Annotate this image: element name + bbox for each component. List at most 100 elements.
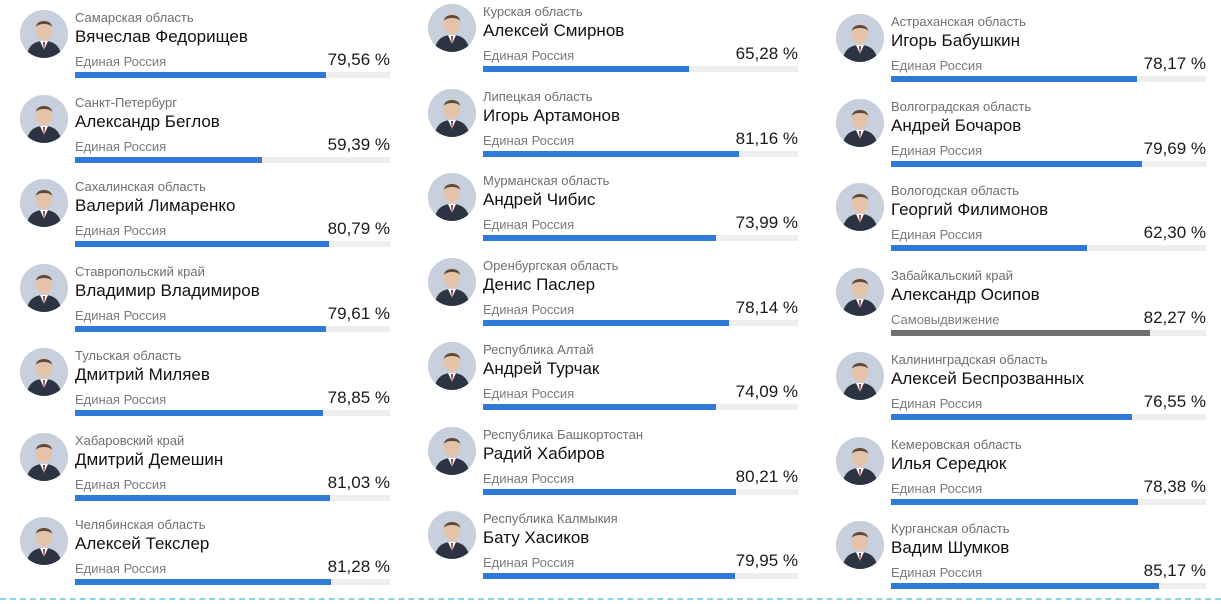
candidate-name: Георгий Филимонов <box>891 200 1049 219</box>
percent-label: 81,03 % <box>327 472 390 492</box>
result-bar <box>75 156 263 163</box>
party-label: Единая Россия <box>75 392 167 407</box>
result-bar <box>891 498 1138 505</box>
candidate-photo <box>836 14 884 62</box>
candidate-card: Оренбургская область Денис Паслер Единая Р… <box>428 256 798 341</box>
region-label: Калининградская область <box>891 352 1048 367</box>
candidate-name: Вячеслав Федорищев <box>75 27 248 46</box>
bar-track <box>75 494 390 501</box>
candidate-photo <box>428 511 476 559</box>
candidate-photo <box>428 257 476 306</box>
party-label: Единая Россия <box>483 555 575 570</box>
percent-label: 74,09 % <box>735 382 798 401</box>
party-label: Единая Россия <box>75 476 167 492</box>
candidate-photo <box>428 88 476 137</box>
candidate-photo <box>20 10 68 58</box>
candidate-name: Игорь Бабушкин <box>891 31 1020 50</box>
region-label: Волгоградская область <box>891 98 1032 114</box>
candidate-photo <box>428 342 476 390</box>
party-label: Единая Россия <box>75 223 167 238</box>
candidate-photo <box>836 521 884 569</box>
result-bar <box>483 150 739 157</box>
party-label: Единая Россия <box>891 396 983 411</box>
candidate-name: Денис Паслер <box>483 274 596 294</box>
candidate-name: Александр Осипов <box>891 284 1040 304</box>
bar-track <box>483 150 798 157</box>
region-label: Сахалинская область <box>75 179 206 194</box>
candidate-photo <box>836 183 884 231</box>
region-label: Кемеровская область <box>891 436 1022 452</box>
candidate-card: Самарская область Вячеслав Федорищев Едина… <box>20 8 390 93</box>
column-1: Курская область Алексей Смирнов Единая Рос… <box>428 2 798 594</box>
candidate-card: Тульская область Дмитрий Миляев Единая Рос… <box>20 346 390 431</box>
percent-label: 79,56 % <box>327 50 390 69</box>
candidate-card: Санкт-Петербург Александр Беглов Единая Ро… <box>20 93 390 178</box>
candidate-card: Кемеровская область Илья Середюк Единая Ро… <box>836 435 1206 520</box>
bar-track <box>75 410 390 416</box>
candidate-name: Алексей Смирнов <box>483 21 625 40</box>
candidate-name: Александр Беглов <box>75 111 220 131</box>
party-label: Единая Россия <box>483 217 575 232</box>
candidate-name: Алексей Беспрозванных <box>891 369 1085 388</box>
region-label: Астраханская область <box>891 14 1026 29</box>
percent-label: 78,14 % <box>735 297 798 317</box>
party-label: Единая Россия <box>891 142 983 158</box>
party-label: Единая Россия <box>483 301 575 317</box>
bar-track <box>75 325 390 332</box>
candidate-photo <box>428 173 476 221</box>
candidate-name: Игорь Артамонов <box>483 105 621 125</box>
result-bar <box>891 414 1133 420</box>
result-bar <box>891 245 1088 251</box>
percent-label: 80,79 % <box>327 219 390 238</box>
candidate-card: Мурманская область Андрей Чибис Единая Рос… <box>428 171 798 256</box>
candidate-photo <box>836 352 884 400</box>
result-bar <box>75 72 326 78</box>
candidate-card: Курская область Алексей Смирнов Единая Рос… <box>428 2 798 87</box>
candidate-photo <box>836 98 884 147</box>
candidate-photo <box>20 94 68 143</box>
region-label: Мурманская область <box>483 173 610 188</box>
candidate-photo <box>20 517 68 565</box>
candidate-card: Республика Калмыкия Бату Хасиков Единая Ро… <box>428 509 798 594</box>
candidate-card: Астраханская область Игорь Бабушкин Единая… <box>836 12 1206 97</box>
bar-track <box>891 329 1206 336</box>
candidate-name: Андрей Чибис <box>483 190 596 209</box>
result-bar <box>891 583 1160 589</box>
party-label: Единая Россия <box>483 48 575 63</box>
bar-track <box>891 76 1206 82</box>
region-label: Челябинская область <box>75 517 206 532</box>
result-bar <box>891 76 1138 82</box>
bar-track <box>891 160 1206 167</box>
result-bar <box>483 235 717 241</box>
region-label: Санкт-Петербург <box>75 94 177 110</box>
party-label: Единая Россия <box>75 307 167 323</box>
result-bar <box>483 319 730 326</box>
candidate-name: Радий Хабиров <box>483 443 605 463</box>
region-label: Забайкальский край <box>891 267 1014 283</box>
percent-label: 79,95 % <box>735 551 798 570</box>
percent-label: 73,99 % <box>735 213 798 232</box>
percent-label: 78,85 % <box>327 388 390 407</box>
result-bar <box>75 579 332 585</box>
candidate-photo <box>428 426 476 475</box>
bar-track <box>483 573 798 579</box>
bar-track <box>75 72 390 78</box>
bar-track <box>75 241 390 247</box>
party-label: Единая Россия <box>75 54 167 69</box>
region-label: Вологодская область <box>891 183 1020 198</box>
bar-track <box>483 404 798 410</box>
party-label: Единая Россия <box>891 480 983 496</box>
candidate-photo <box>20 432 68 481</box>
candidate-name: Андрей Турчак <box>483 359 600 378</box>
result-bar <box>483 488 736 495</box>
party-label: Единая Россия <box>891 227 983 242</box>
region-label: Курская область <box>483 4 583 19</box>
bar-track <box>75 156 390 163</box>
region-label: Липецкая область <box>483 88 593 104</box>
region-label: Тульская область <box>75 348 182 363</box>
region-label: Республика Калмыкия <box>483 511 618 526</box>
bar-track <box>483 66 798 72</box>
percent-label: 79,69 % <box>1143 138 1206 158</box>
party-label: Единая Россия <box>75 561 167 576</box>
candidate-card: Хабаровский край Дмитрий Демешин Единая Ро… <box>20 431 390 516</box>
